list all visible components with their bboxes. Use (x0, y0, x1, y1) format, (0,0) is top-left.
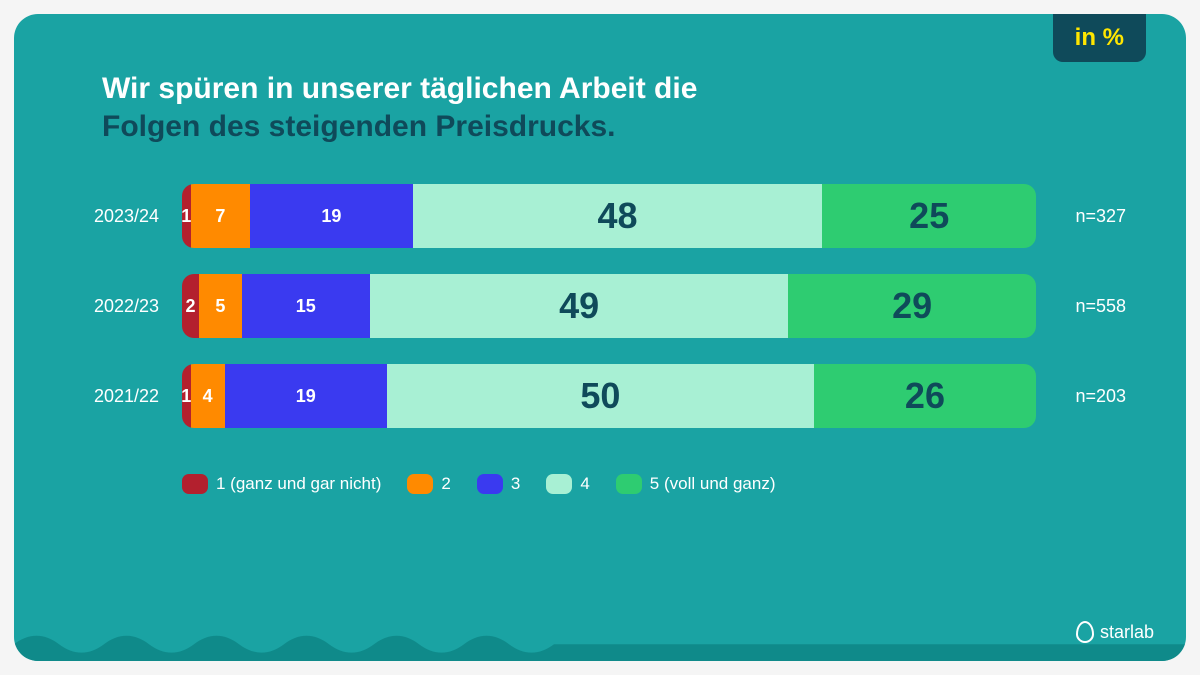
chart-row: 2022/2325154929n=558 (94, 274, 1126, 338)
unit-badge: in % (1053, 14, 1146, 62)
bar-segment: 1 (182, 364, 191, 428)
legend-item: 4 (546, 474, 589, 494)
legend-label: 5 (voll und ganz) (650, 474, 776, 494)
legend-item: 5 (voll und ganz) (616, 474, 776, 494)
legend: 1 (ganz und gar nicht) 2 3 4 5 (voll und gan… (182, 474, 775, 494)
chart-area: 2023/2417194825n=3272022/2325154929n=558… (94, 184, 1126, 454)
canvas: in % Wir spüren in unserer täglichen Arb… (0, 0, 1200, 675)
legend-swatch (477, 474, 503, 494)
row-year-label: 2022/23 (94, 296, 182, 317)
brand-logo: starlab (1076, 621, 1154, 643)
legend-swatch (182, 474, 208, 494)
bar-segment: 50 (387, 364, 814, 428)
legend-swatch (546, 474, 572, 494)
stacked-bar: 25154929 (182, 274, 1036, 338)
unit-badge-text: in % (1075, 24, 1124, 51)
decorative-wave (14, 613, 1186, 661)
legend-label: 4 (580, 474, 589, 494)
stacked-bar: 17194825 (182, 184, 1036, 248)
bar-segment: 19 (225, 364, 387, 428)
legend-label: 1 (ganz und gar nicht) (216, 474, 381, 494)
bar-segment: 26 (814, 364, 1036, 428)
title-block: Wir spüren in unserer täglichen Arbeit d… (102, 70, 1066, 145)
legend-item: 1 (ganz und gar nicht) (182, 474, 381, 494)
row-n-label: n=327 (1036, 206, 1126, 227)
row-n-label: n=558 (1036, 296, 1126, 317)
bar-segment: 2 (182, 274, 199, 338)
title-line-1: Wir spüren in unserer täglichen Arbeit d… (102, 70, 1066, 108)
chart-card: in % Wir spüren in unserer täglichen Arb… (14, 14, 1186, 661)
chart-row: 2021/2214195026n=203 (94, 364, 1126, 428)
bar-segment: 48 (413, 184, 823, 248)
legend-label: 2 (441, 474, 450, 494)
row-year-label: 2023/24 (94, 206, 182, 227)
bar-segment: 15 (242, 274, 370, 338)
legend-swatch (407, 474, 433, 494)
bar-segment: 7 (191, 184, 251, 248)
title-line-2: Folgen des steigenden Preisdrucks. (102, 108, 1066, 146)
legend-item: 3 (477, 474, 520, 494)
bar-segment: 5 (199, 274, 242, 338)
legend-swatch (616, 474, 642, 494)
legend-label: 3 (511, 474, 520, 494)
stacked-bar: 14195026 (182, 364, 1036, 428)
bar-segment: 19 (250, 184, 412, 248)
row-year-label: 2021/22 (94, 386, 182, 407)
brand-logo-text: starlab (1100, 622, 1154, 643)
legend-item: 2 (407, 474, 450, 494)
row-n-label: n=203 (1036, 386, 1126, 407)
bar-segment: 4 (191, 364, 225, 428)
bar-segment: 29 (788, 274, 1036, 338)
bar-segment: 1 (182, 184, 191, 248)
bar-segment: 25 (822, 184, 1036, 248)
chart-row: 2023/2417194825n=327 (94, 184, 1126, 248)
bar-segment: 49 (370, 274, 788, 338)
drop-icon (1076, 621, 1094, 643)
